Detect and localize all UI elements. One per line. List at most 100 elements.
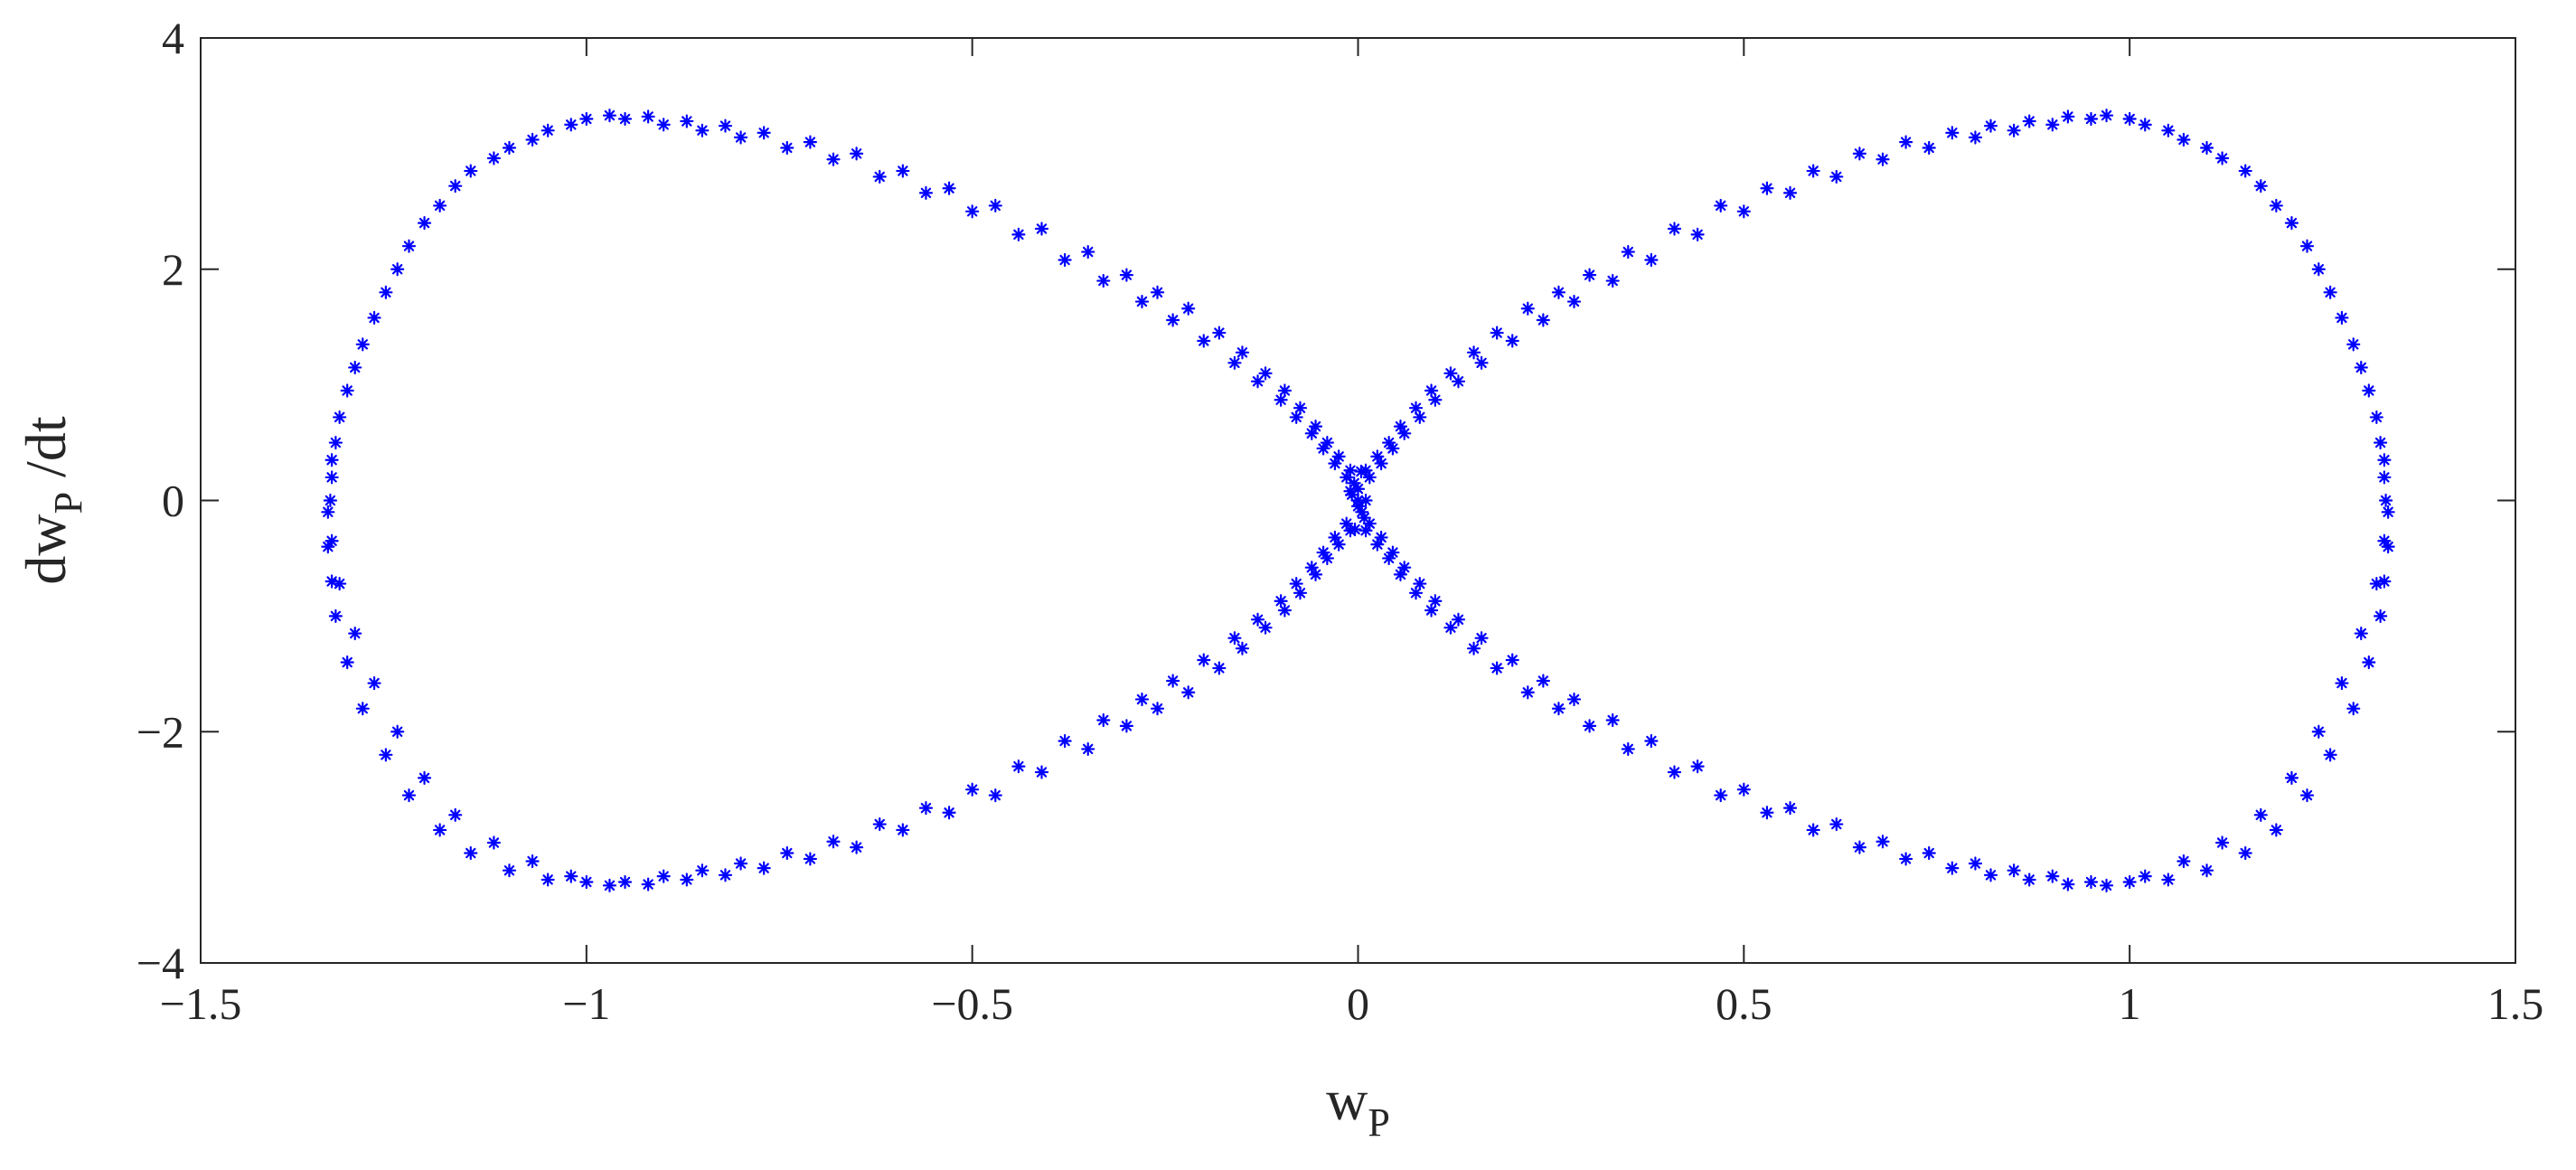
scatter-point xyxy=(1374,456,1388,471)
x-tick-label: −1 xyxy=(562,978,610,1029)
scatter-point xyxy=(1293,401,1308,415)
scatter-point xyxy=(1583,268,1597,282)
scatter-point xyxy=(1370,449,1385,464)
scatter-point xyxy=(1443,366,1458,381)
scatter-point xyxy=(367,310,381,326)
scatter-point xyxy=(323,493,338,508)
scatter-point xyxy=(1983,118,1998,133)
scatter-point xyxy=(1343,484,1358,498)
scatter-point xyxy=(965,782,980,797)
scatter-point xyxy=(2061,877,2075,892)
scatter-point xyxy=(656,869,671,883)
scatter-point xyxy=(390,724,405,739)
scatter-point xyxy=(2311,262,2326,277)
scatter-point xyxy=(333,410,347,425)
scatter-point xyxy=(1466,345,1481,360)
scatter-point xyxy=(1536,674,1550,688)
scatter-point xyxy=(2238,845,2252,861)
scatter-point xyxy=(564,118,578,132)
scatter-point xyxy=(1386,441,1400,456)
y-tick-label: 2 xyxy=(162,244,184,295)
scatter-point xyxy=(2045,869,2060,883)
x-tick-label: 0.5 xyxy=(1716,978,1772,1029)
scatter-point xyxy=(718,118,733,133)
scatter-point xyxy=(1304,426,1319,440)
scatter-point xyxy=(525,854,540,869)
scatter-point xyxy=(1443,620,1458,635)
scatter-point xyxy=(1644,733,1659,749)
scatter-point xyxy=(1566,692,1582,707)
scatter-point xyxy=(1350,499,1366,514)
scatter-point xyxy=(1806,823,1820,837)
scatter-point xyxy=(1331,449,1346,464)
scatter-point xyxy=(2215,835,2230,850)
scatter-point xyxy=(1354,464,1368,479)
scatter-point xyxy=(328,609,343,623)
scatter-point xyxy=(324,453,339,467)
scatter-point xyxy=(525,132,540,147)
scatter-point xyxy=(2374,435,2388,450)
scatter-point xyxy=(1081,741,1095,757)
scatter-point xyxy=(2323,748,2337,762)
scatter-point xyxy=(1536,313,1550,327)
scatter-point xyxy=(2061,109,2075,124)
scatter-point xyxy=(541,873,555,887)
scatter-point xyxy=(1736,204,1751,219)
scatter-point xyxy=(1899,852,1913,866)
scatter-point xyxy=(448,179,463,193)
scatter-point xyxy=(1134,294,1150,309)
scatter-point xyxy=(1058,252,1072,268)
scatter-point xyxy=(1714,788,1728,803)
scatter-point xyxy=(1451,374,1466,389)
scatter-point xyxy=(2354,360,2368,375)
scatter-point xyxy=(1876,835,1890,849)
scatter-point xyxy=(695,123,710,137)
scatter-point xyxy=(1922,845,1936,861)
scatter-point xyxy=(2284,216,2299,231)
scatter-point xyxy=(1490,326,1504,340)
scatter-point xyxy=(1362,516,1377,531)
scatter-point xyxy=(641,877,655,892)
scatter-points xyxy=(321,109,2395,892)
scatter-point xyxy=(401,239,417,253)
scatter-point xyxy=(1134,692,1150,707)
scatter-point xyxy=(1096,273,1111,288)
scatter-point xyxy=(1782,801,1798,816)
scatter-point xyxy=(1466,641,1481,656)
scatter-point xyxy=(1343,463,1358,477)
scatter-point xyxy=(1397,561,1412,575)
scatter-point xyxy=(502,140,517,156)
scatter-point xyxy=(1690,227,1705,241)
scatter-point xyxy=(718,868,733,882)
scatter-point xyxy=(1605,712,1620,728)
scatter-point xyxy=(1428,392,1443,407)
scatter-point xyxy=(1150,702,1165,716)
scatter-point xyxy=(2253,179,2268,193)
scatter-point xyxy=(1968,130,1983,145)
scatter-point xyxy=(1393,567,1408,581)
scatter-point xyxy=(379,285,393,299)
scatter-point xyxy=(1166,674,1180,688)
scatter-point xyxy=(1340,516,1354,531)
scatter-point xyxy=(1150,285,1165,299)
scatter-point xyxy=(1197,653,1211,667)
scatter-point xyxy=(348,626,362,641)
scatter-point xyxy=(2007,863,2021,878)
scatter-point xyxy=(1119,268,1133,282)
scatter-point xyxy=(2022,114,2036,128)
scatter-point xyxy=(390,262,405,277)
scatter-point xyxy=(1968,856,1983,871)
scatter-point xyxy=(965,204,980,219)
scatter-point xyxy=(2199,863,2214,878)
scatter-point xyxy=(1520,301,1535,316)
scatter-point xyxy=(680,114,694,128)
scatter-point xyxy=(417,216,432,231)
scatter-point xyxy=(340,655,354,670)
scatter-point xyxy=(541,123,555,137)
scatter-point xyxy=(333,576,347,591)
scatter-point xyxy=(2083,111,2099,127)
scatter-point xyxy=(1289,576,1303,591)
scatter-point xyxy=(2099,109,2114,123)
scatter-point xyxy=(918,185,934,200)
